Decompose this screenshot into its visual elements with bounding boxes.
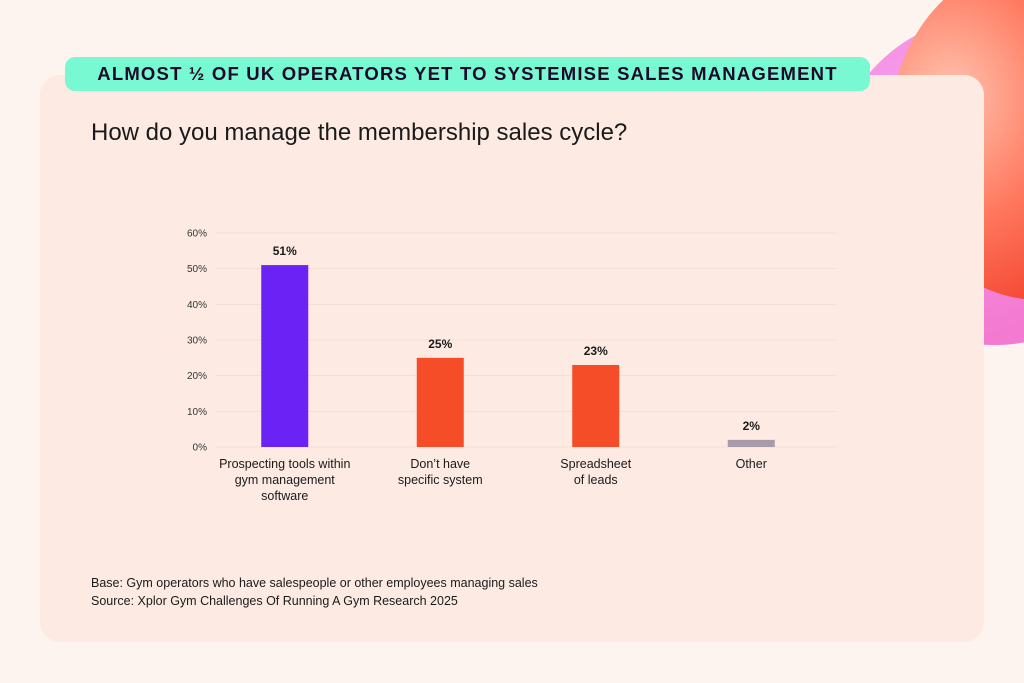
data-label: 2%: [743, 419, 761, 433]
y-tick-label: 10%: [187, 407, 207, 418]
chart-title: How do you manage the membership sales c…: [91, 119, 628, 146]
bar: [572, 364, 620, 447]
bar: [261, 265, 309, 447]
data-label: 23%: [584, 344, 608, 358]
bar: [416, 357, 464, 447]
headline-banner: ALMOST ½ OF UK OPERATORS YET TO SYSTEMIS…: [65, 57, 870, 91]
footnote-base: Base: Gym operators who have salespeople…: [91, 576, 538, 590]
y-tick-label: 20%: [187, 371, 207, 382]
y-tick-label: 40%: [187, 300, 207, 311]
data-label: 51%: [273, 244, 297, 258]
y-tick-label: 50%: [187, 264, 207, 275]
footnote-source: Source: Xplor Gym Challenges Of Running …: [91, 594, 458, 608]
bar: [727, 439, 775, 447]
x-category-label: gym management: [235, 473, 336, 487]
x-category-label: of leads: [574, 473, 618, 487]
x-category-label: Don’t have: [410, 457, 470, 471]
x-category-label: specific system: [398, 473, 483, 487]
chart-card: [40, 75, 984, 642]
x-category-label: Prospecting tools within: [219, 457, 350, 471]
data-label: 25%: [428, 337, 452, 351]
x-category-label: software: [261, 489, 308, 503]
y-tick-label: 30%: [187, 336, 207, 347]
x-category-label: Spreadsheet: [560, 457, 631, 471]
y-tick-label: 60%: [187, 229, 207, 240]
y-tick-label: 0%: [193, 443, 208, 454]
x-category-label: Other: [736, 457, 767, 471]
